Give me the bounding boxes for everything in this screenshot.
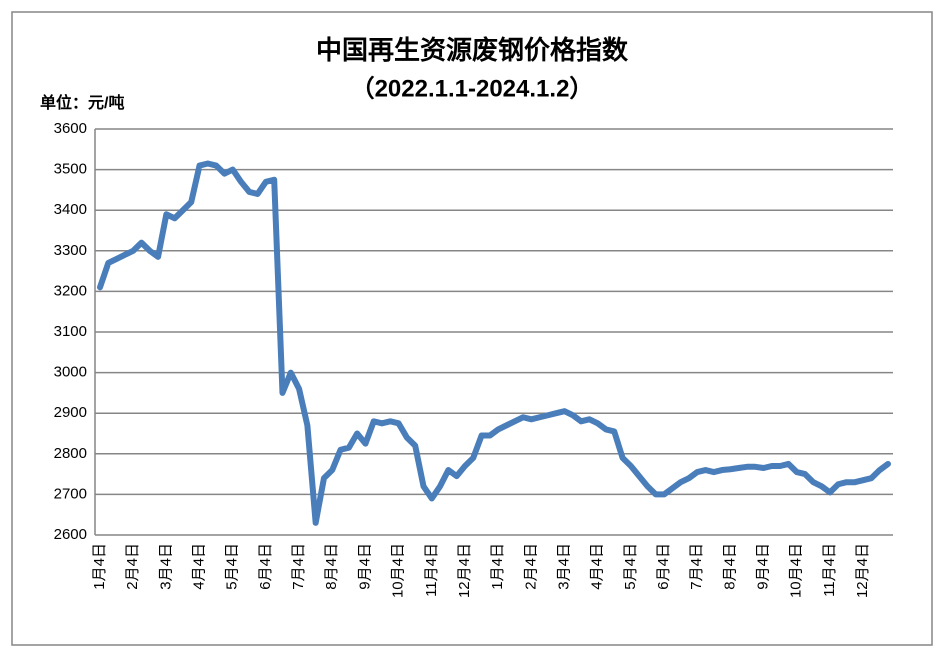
y-tick-label: 3500 [54, 161, 87, 178]
x-tick-label: 3月4日 [555, 543, 572, 590]
x-tick-label: 11月4日 [423, 543, 440, 597]
x-tick-label: 6月4日 [655, 543, 672, 590]
x-tick-label: 8月4日 [721, 543, 738, 590]
x-tick-label: 1月4日 [91, 543, 108, 590]
x-tick-label: 7月4日 [688, 543, 705, 590]
x-tick-label: 12月4日 [456, 543, 473, 598]
x-tick-label: 5月4日 [622, 543, 639, 590]
y-tick-label: 2900 [54, 404, 87, 421]
x-tick-label: 7月4日 [290, 543, 307, 590]
x-tick-label: 1月4日 [489, 543, 506, 590]
x-tick-label: 2月4日 [522, 543, 539, 590]
x-tick-label: 8月4日 [323, 543, 340, 590]
x-tick-label: 2月4日 [124, 543, 141, 590]
y-tick-label: 3100 [54, 323, 87, 340]
line-series [97, 160, 891, 526]
x-tick-label: 4月4日 [589, 543, 606, 590]
y-tick-label: 3200 [54, 282, 87, 299]
y-tick-label: 3600 [54, 120, 87, 137]
x-tick-label: 9月4日 [755, 543, 772, 590]
x-tick-label: 6月4日 [257, 543, 274, 590]
x-tick-label: 4月4日 [191, 543, 208, 590]
y-tick-label: 2800 [54, 445, 87, 462]
chart-border [11, 11, 933, 646]
y-tick-label: 3300 [54, 242, 87, 259]
x-tick-label: 10月4日 [788, 543, 805, 598]
y-axis-label: 单位：元/吨 [40, 93, 124, 112]
chart-subtitle: （2022.1.1-2024.1.2） [351, 75, 594, 102]
x-tick-label: 3月4日 [157, 543, 174, 590]
x-tick-label: 12月4日 [854, 543, 871, 598]
x-tick-label: 9月4日 [356, 543, 373, 590]
y-tick-label: 2700 [54, 485, 87, 502]
chart-title: 中国再生资源废钢价格指数 [316, 35, 629, 65]
x-tick-label: 10月4日 [390, 543, 407, 598]
y-tick-label: 2600 [54, 526, 87, 543]
x-tick-label: 11月4日 [821, 543, 838, 597]
y-tick-label: 3400 [54, 201, 87, 218]
x-tick-label: 5月4日 [224, 543, 241, 590]
y-tick-label: 3000 [54, 364, 87, 381]
